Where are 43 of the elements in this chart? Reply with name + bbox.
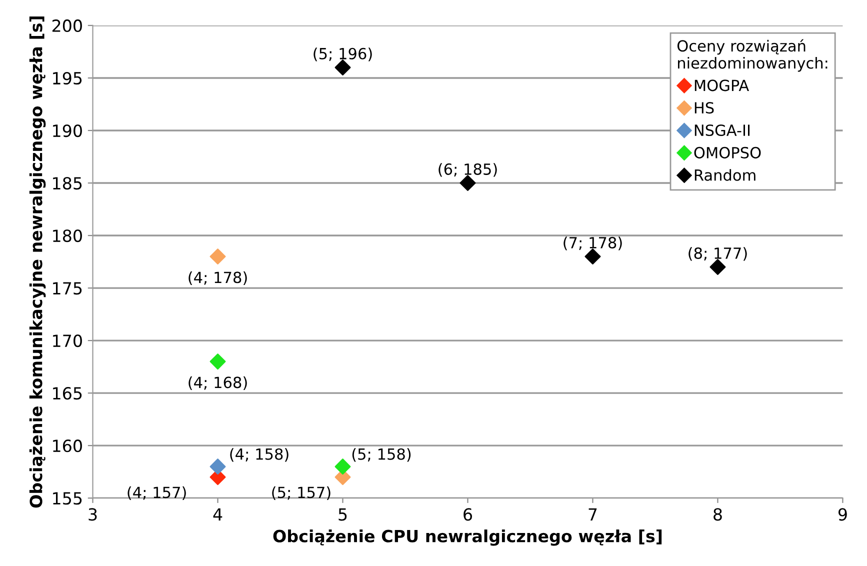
point — [210, 458, 226, 475]
point — [460, 175, 476, 191]
data-label: (4; 158) — [230, 448, 288, 462]
x-tick-label: 6 — [464, 508, 472, 521]
x-tick-label: 3 — [88, 508, 97, 521]
point — [334, 458, 351, 475]
data-label: (6; 185) — [438, 163, 497, 177]
y-tick-label: 160 — [53, 440, 82, 452]
y-tick-label: 175 — [53, 282, 82, 295]
legend-label: OMOPSO — [694, 146, 761, 158]
y-tick-label: 180 — [53, 229, 82, 242]
y-axis-title: Obciążenie komunikacyjne newralgicznego węzła [s] — [29, 16, 46, 508]
legend-label: MOGPA — [694, 80, 750, 92]
point — [210, 248, 226, 264]
y-tick-label: 200 — [52, 19, 82, 32]
point — [210, 354, 226, 370]
data-label: (8; 177) — [688, 247, 747, 261]
legend-label: Random — [694, 169, 756, 181]
x-axis-title: Obciążenie CPU newralgicznego węzła [s] — [273, 529, 662, 546]
y-tick-label: 155 — [53, 492, 82, 505]
x-tick-label: 7 — [588, 508, 597, 520]
y-tick-label: 185 — [53, 176, 82, 190]
x-tick-label: 5 — [338, 508, 347, 521]
data-label: (5; 196) — [314, 48, 372, 62]
data-label: (4; 178) — [188, 271, 247, 285]
legend-title: Oceny rozwiązań niezdominowanych: — [677, 39, 828, 72]
y-tick-label: 170 — [53, 334, 82, 348]
x-tick-label: 4 — [213, 508, 222, 520]
y-tick-label: 165 — [53, 387, 82, 400]
point — [710, 259, 726, 276]
point — [334, 60, 351, 76]
data-label: (5; 157) — [272, 486, 330, 500]
x-tick-label: 9 — [838, 508, 847, 521]
x-tick-label: 8 — [714, 508, 722, 521]
data-label: (4; 168) — [188, 376, 247, 390]
data-label: (4; 157) — [128, 486, 186, 500]
data-label: (5; 158) — [352, 448, 411, 462]
point — [584, 248, 601, 264]
y-tick-label: 190 — [53, 124, 82, 138]
legend-label: NSGA-II — [694, 124, 750, 136]
y-tick-label: 195 — [53, 72, 82, 85]
legend-label: HS — [694, 102, 714, 114]
data-label: (7; 178) — [564, 236, 622, 250]
